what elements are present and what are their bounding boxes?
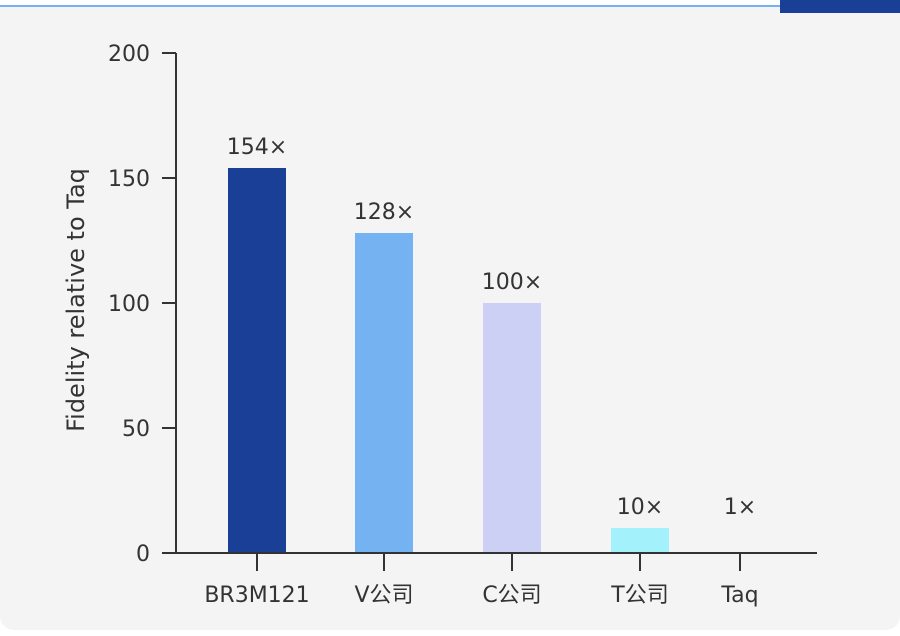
- chart-panel: [0, 6, 900, 630]
- x-tick-label: T公司: [610, 583, 668, 608]
- data-label: 10×: [617, 495, 663, 520]
- data-label: 1×: [724, 495, 756, 520]
- y-tick-label: 200: [108, 42, 150, 67]
- bars: 154× 128× 100× 10× 1×: [227, 135, 756, 552]
- y-axis-label: Fidelity relative to Taq: [62, 168, 90, 432]
- x-tick-label: Taq: [720, 583, 758, 608]
- data-label: 128×: [354, 200, 414, 225]
- y-tick-label: 0: [136, 542, 150, 567]
- y-tick-label: 150: [108, 167, 150, 192]
- y-tick-label: 100: [108, 292, 150, 317]
- x-tick-label: C公司: [482, 583, 541, 608]
- data-label: 100×: [482, 270, 542, 295]
- bar: [355, 233, 413, 552]
- header-accent-line: [0, 5, 780, 7]
- y-tick-label: 50: [122, 417, 150, 442]
- data-label: 154×: [227, 135, 287, 160]
- x-tick-label: V公司: [354, 583, 413, 608]
- x-tick-label: BR3M121: [204, 583, 309, 608]
- bar: [483, 303, 541, 552]
- y-axis: 0 50 100 150 200: [108, 42, 177, 567]
- x-axis: BR3M121 V公司 C公司 T公司 Taq: [176, 552, 817, 608]
- bar: [228, 168, 286, 552]
- header-accent-bar: [780, 0, 900, 13]
- bar: [611, 528, 669, 552]
